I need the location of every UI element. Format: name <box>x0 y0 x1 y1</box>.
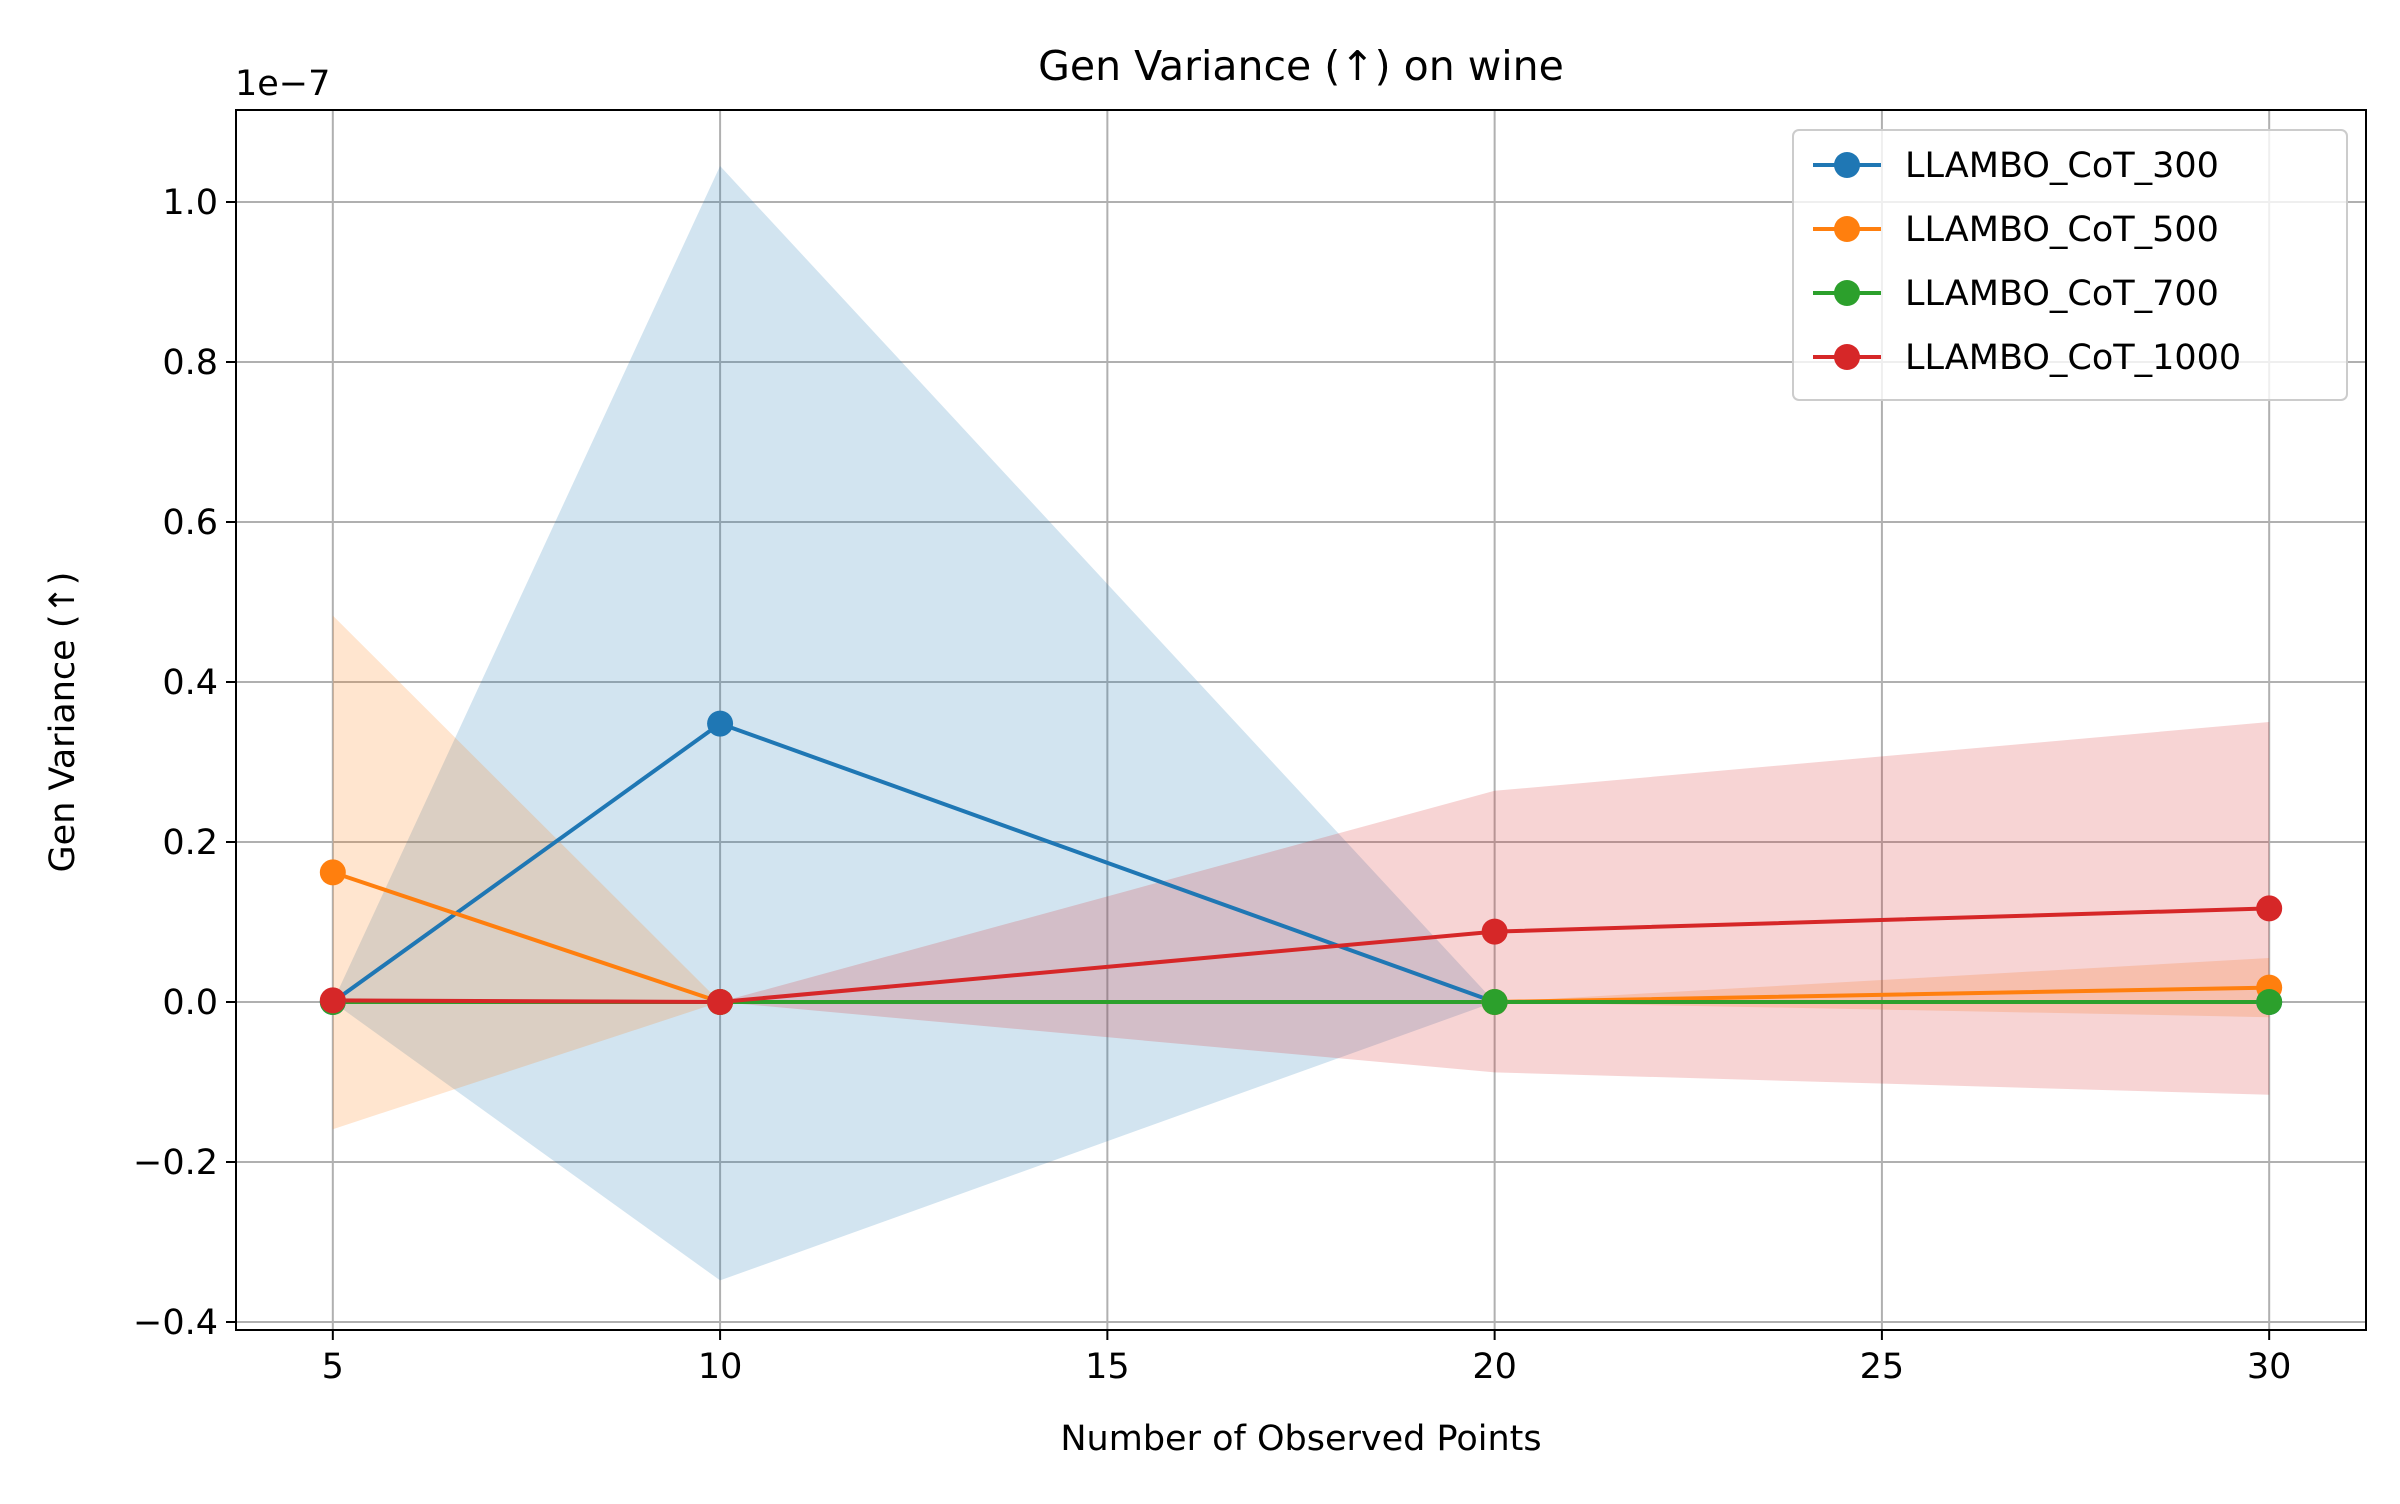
x-tick-label: 5 <box>322 1347 344 1387</box>
data-point-LLAMBO_CoT_1000 <box>319 987 346 1014</box>
series-line-LLAMBO_CoT_1000 <box>332 906 2270 1004</box>
legend-label: LLAMBO_CoT_700 <box>1905 274 2219 314</box>
y-tick-label: 0.8 <box>162 343 218 383</box>
data-point-LLAMBO_CoT_300 <box>707 710 734 737</box>
legend-label: LLAMBO_CoT_300 <box>1905 146 2219 186</box>
data-point-LLAMBO_CoT_1000 <box>1481 918 1508 945</box>
legend-label: LLAMBO_CoT_500 <box>1905 210 2219 250</box>
legend: LLAMBO_CoT_300 LLAMBO_CoT_500 LLAMBO_CoT_7… <box>1792 129 2348 401</box>
x-axis-label: Number of Observed Points <box>1060 1419 1541 1459</box>
y-tick-label: −0.2 <box>133 1143 218 1183</box>
y-tick-label: −0.4 <box>133 1303 218 1343</box>
x-tick-label: 25 <box>1860 1347 1905 1387</box>
legend-marker-LLAMBO_CoT_1000 <box>1834 344 1860 370</box>
legend-label: LLAMBO_CoT_1000 <box>1905 338 2241 378</box>
series-lines <box>331 721 2270 1004</box>
data-point-LLAMBO_CoT_700 <box>1481 989 1508 1015</box>
legend-marker-LLAMBO_CoT_700 <box>1834 280 1860 306</box>
series-points <box>319 710 2283 1015</box>
y-tick-label: 0.6 <box>162 503 218 543</box>
x-tick-label: 15 <box>1085 1347 1130 1387</box>
data-point-LLAMBO_CoT_500 <box>319 859 346 886</box>
chart-title: Gen Variance (↑) on wine <box>1038 42 1564 90</box>
x-tick-label: 10 <box>698 1347 743 1387</box>
plot-frame <box>235 109 2367 1331</box>
data-point-LLAMBO_CoT_1000 <box>707 989 734 1015</box>
y-tick-label: 1.0 <box>162 183 218 223</box>
x-tick-label: 20 <box>1472 1347 1517 1387</box>
y-axis-scale-label: 1e−7 <box>235 64 330 104</box>
x-tick-label: 30 <box>2247 1347 2292 1387</box>
legend-marker-LLAMBO_CoT_500 <box>1834 216 1860 242</box>
y-tick-label: 0.4 <box>162 663 218 703</box>
data-point-LLAMBO_CoT_700 <box>2256 989 2283 1015</box>
y-axis-label: Gen Variance (↑) <box>43 572 83 873</box>
legend-marker-LLAMBO_CoT_300 <box>1834 152 1860 178</box>
x-axis-ticks: 5 10 15 20 25 30 <box>322 1330 2292 1387</box>
legend-box <box>1792 129 2348 401</box>
y-tick-label: 0.0 <box>162 983 218 1023</box>
y-axis-ticks: −0.4 −0.2 0.0 0.2 0.4 0.6 0.8 1.0 <box>133 183 236 1343</box>
y-tick-label: 0.2 <box>162 823 218 863</box>
data-point-LLAMBO_CoT_1000 <box>2256 895 2283 922</box>
